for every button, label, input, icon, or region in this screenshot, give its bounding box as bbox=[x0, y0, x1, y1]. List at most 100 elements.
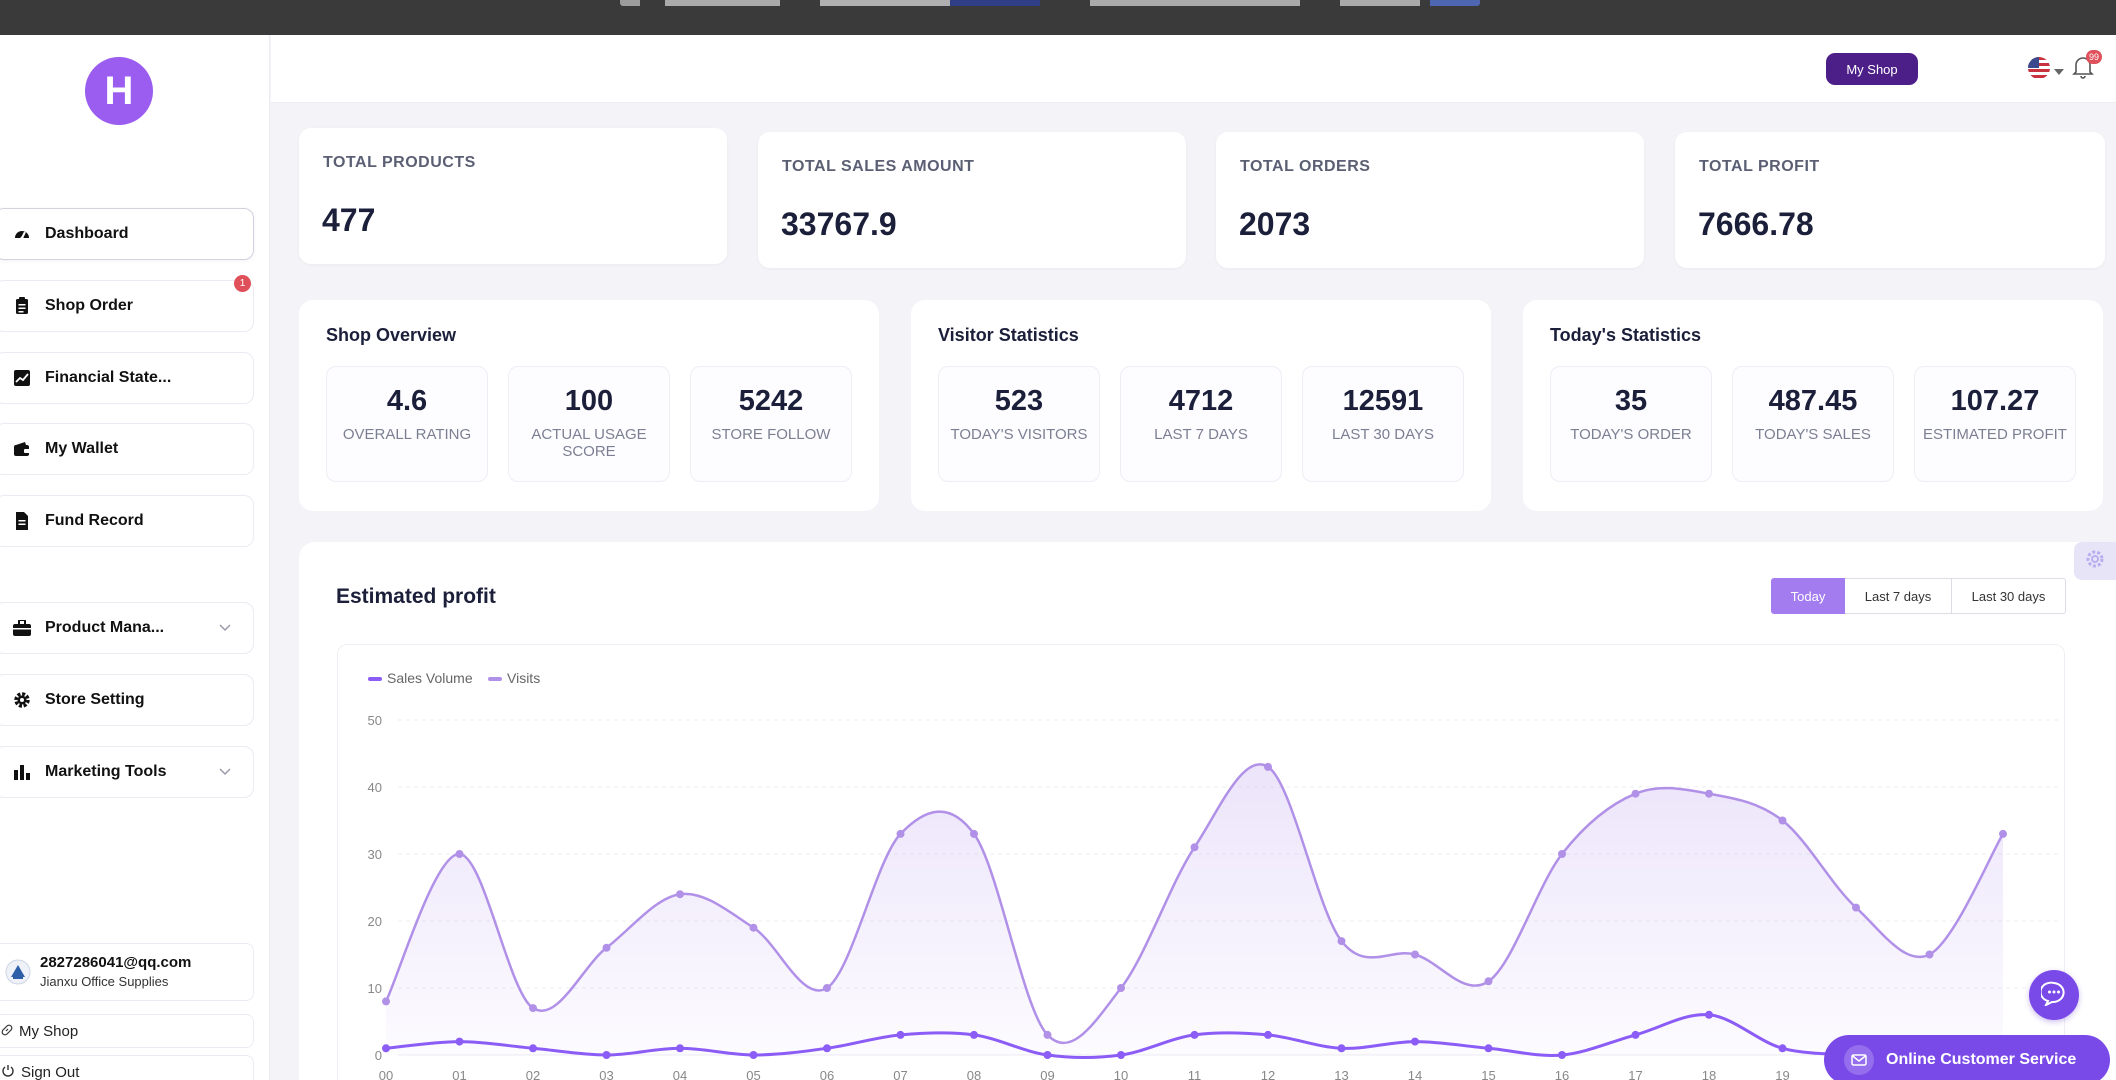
legend-swatch bbox=[488, 677, 502, 681]
visits-point bbox=[1705, 789, 1713, 798]
stat-label: ESTIMATED PROFIT bbox=[1923, 426, 2067, 443]
sidebar-item-marketing-tools[interactable]: Marketing Tools bbox=[0, 746, 254, 798]
visits-area bbox=[386, 764, 2003, 1055]
my-shop-button[interactable]: My Shop bbox=[1826, 53, 1918, 85]
x-tick-label: 01 bbox=[452, 1068, 466, 1080]
stat-label: TODAY'S ORDER bbox=[1570, 426, 1692, 443]
my-shop-link-label: My Shop bbox=[19, 1022, 79, 1040]
sidebar-item-my-wallet[interactable]: My Wallet bbox=[0, 423, 254, 475]
x-tick-label: 05 bbox=[746, 1068, 760, 1080]
range-last-30-days-button[interactable]: Last 30 days bbox=[1952, 578, 2066, 614]
x-tick-label: 19 bbox=[1775, 1068, 1789, 1080]
estimated-profit-card: Estimated profit Today Last 7 days Last … bbox=[299, 542, 2116, 1080]
visits-point bbox=[1925, 950, 1934, 959]
shop-name: Jianxu Office Supplies bbox=[40, 974, 169, 989]
sales-volume-point bbox=[455, 1037, 464, 1046]
sign-out-link[interactable]: Sign Out bbox=[0, 1055, 254, 1080]
sales-volume-point bbox=[676, 1044, 684, 1053]
visits-point bbox=[823, 984, 831, 992]
sidebar-item-financial-statements[interactable]: Financial State... bbox=[0, 352, 254, 404]
my-shop-link[interactable]: My Shop bbox=[0, 1014, 254, 1048]
sidebar-item-product-management[interactable]: Product Mana... bbox=[0, 602, 254, 654]
x-tick-label: 06 bbox=[820, 1068, 834, 1080]
us-flag-icon[interactable] bbox=[2028, 57, 2050, 79]
sales-volume-point bbox=[970, 1030, 978, 1039]
gear-icon bbox=[7, 689, 37, 711]
briefcase-icon bbox=[7, 617, 37, 639]
y-tick-label: 40 bbox=[368, 780, 382, 795]
legend-label: Visits bbox=[507, 670, 540, 686]
x-tick-label: 10 bbox=[1114, 1068, 1128, 1080]
stat-todays-sales: 487.45 TODAY'S SALES bbox=[1732, 366, 1894, 482]
bar-chart-icon bbox=[7, 761, 37, 783]
sales-volume-point bbox=[529, 1044, 537, 1053]
stat-value: 12591 bbox=[1342, 385, 1424, 417]
sidebar-item-label: Product Mana... bbox=[45, 619, 165, 636]
link-icon bbox=[1, 1023, 13, 1040]
dashboard-icon bbox=[7, 223, 37, 245]
stat-estimated-profit: 107.27 ESTIMATED PROFIT bbox=[1914, 366, 2076, 482]
x-tick-label: 04 bbox=[673, 1068, 687, 1080]
shop-avatar bbox=[5, 959, 31, 985]
x-tick-label: 00 bbox=[379, 1068, 393, 1080]
stat-value: 523 bbox=[994, 385, 1044, 417]
blurred-banner bbox=[620, 0, 1480, 6]
stat-label: LAST 30 DAYS bbox=[1332, 426, 1434, 443]
sales-volume-point bbox=[1484, 1044, 1493, 1053]
online-customer-service-button[interactable]: Online Customer Service bbox=[1824, 1035, 2110, 1080]
x-tick-label: 02 bbox=[526, 1068, 540, 1080]
stat-value: 4.6 bbox=[386, 385, 428, 417]
clipboard-icon bbox=[7, 295, 37, 317]
sales-volume-point bbox=[1190, 1030, 1199, 1039]
stat-value: 107.27 bbox=[1950, 385, 2040, 417]
caret-down-icon[interactable] bbox=[2054, 63, 2064, 81]
sidebar-item-fund-record[interactable]: Fund Record bbox=[0, 495, 254, 547]
visits-point bbox=[1117, 984, 1125, 992]
chat-icon bbox=[2039, 980, 2067, 1011]
visits-point bbox=[529, 1004, 537, 1013]
chevron-down-icon[interactable] bbox=[219, 619, 231, 637]
visits-point bbox=[382, 997, 390, 1006]
kpi-label: TOTAL PROFIT bbox=[1699, 158, 1820, 175]
stat-store-follow: 5242 STORE FOLLOW bbox=[690, 366, 852, 482]
kpi-total-sales-amount: TOTAL SALES AMOUNT 33767.9 bbox=[758, 132, 1186, 268]
mail-icon bbox=[1844, 1045, 1874, 1075]
chart-line-icon bbox=[7, 367, 37, 389]
notification-badge: 99 bbox=[2086, 50, 2102, 64]
app-logo[interactable]: H bbox=[85, 57, 153, 125]
shop-overview-card: Shop Overview 4.6 OVERALL RATING 100 ACT… bbox=[299, 300, 879, 511]
card-title: Estimated profit bbox=[336, 585, 496, 608]
sidebar-item-store-setting[interactable]: Store Setting bbox=[0, 674, 254, 726]
stat-last-30-days: 12591 LAST 30 DAYS bbox=[1302, 366, 1464, 482]
card-title: Visitor Statistics bbox=[938, 325, 1079, 345]
y-tick-label: 50 bbox=[368, 713, 382, 728]
visits-point bbox=[1264, 762, 1272, 771]
visits-point bbox=[970, 829, 978, 838]
card-title: Today's Statistics bbox=[1550, 325, 1701, 345]
x-tick-label: 16 bbox=[1555, 1068, 1569, 1080]
visits-point bbox=[455, 850, 464, 858]
kpi-value: 33767.9 bbox=[781, 206, 897, 242]
stat-todays-order: 35 TODAY'S ORDER bbox=[1550, 366, 1712, 482]
sales-volume-point bbox=[823, 1044, 831, 1053]
y-tick-label: 0 bbox=[375, 1048, 382, 1063]
todays-statistics-card: Today's Statistics 35 TODAY'S ORDER 487.… bbox=[1523, 300, 2103, 511]
chevron-down-icon[interactable] bbox=[219, 763, 231, 781]
sales-volume-point bbox=[1705, 1010, 1713, 1019]
range-today-button[interactable]: Today bbox=[1771, 578, 1845, 614]
chat-bubble-button[interactable] bbox=[2029, 970, 2079, 1020]
visits-point bbox=[676, 890, 684, 899]
wallet-icon bbox=[7, 438, 37, 460]
kpi-value: 7666.78 bbox=[1698, 206, 1814, 242]
settings-tab[interactable] bbox=[2074, 542, 2116, 580]
sidebar-item-shop-order[interactable]: Shop Order 1 bbox=[0, 275, 254, 332]
sidebar-item-label: Financial State... bbox=[45, 369, 172, 386]
range-last-7-days-button[interactable]: Last 7 days bbox=[1845, 578, 1952, 614]
y-tick-label: 10 bbox=[368, 981, 382, 996]
sales-volume-point bbox=[1558, 1051, 1566, 1059]
sidebar-item-dashboard[interactable]: Dashboard bbox=[0, 208, 254, 260]
sidebar-item-label: Shop Order bbox=[45, 297, 134, 314]
x-tick-label: 12 bbox=[1261, 1068, 1275, 1080]
file-icon bbox=[7, 510, 37, 532]
user-card[interactable]: 2827286041@qq.com Jianxu Office Supplies bbox=[0, 943, 254, 1001]
